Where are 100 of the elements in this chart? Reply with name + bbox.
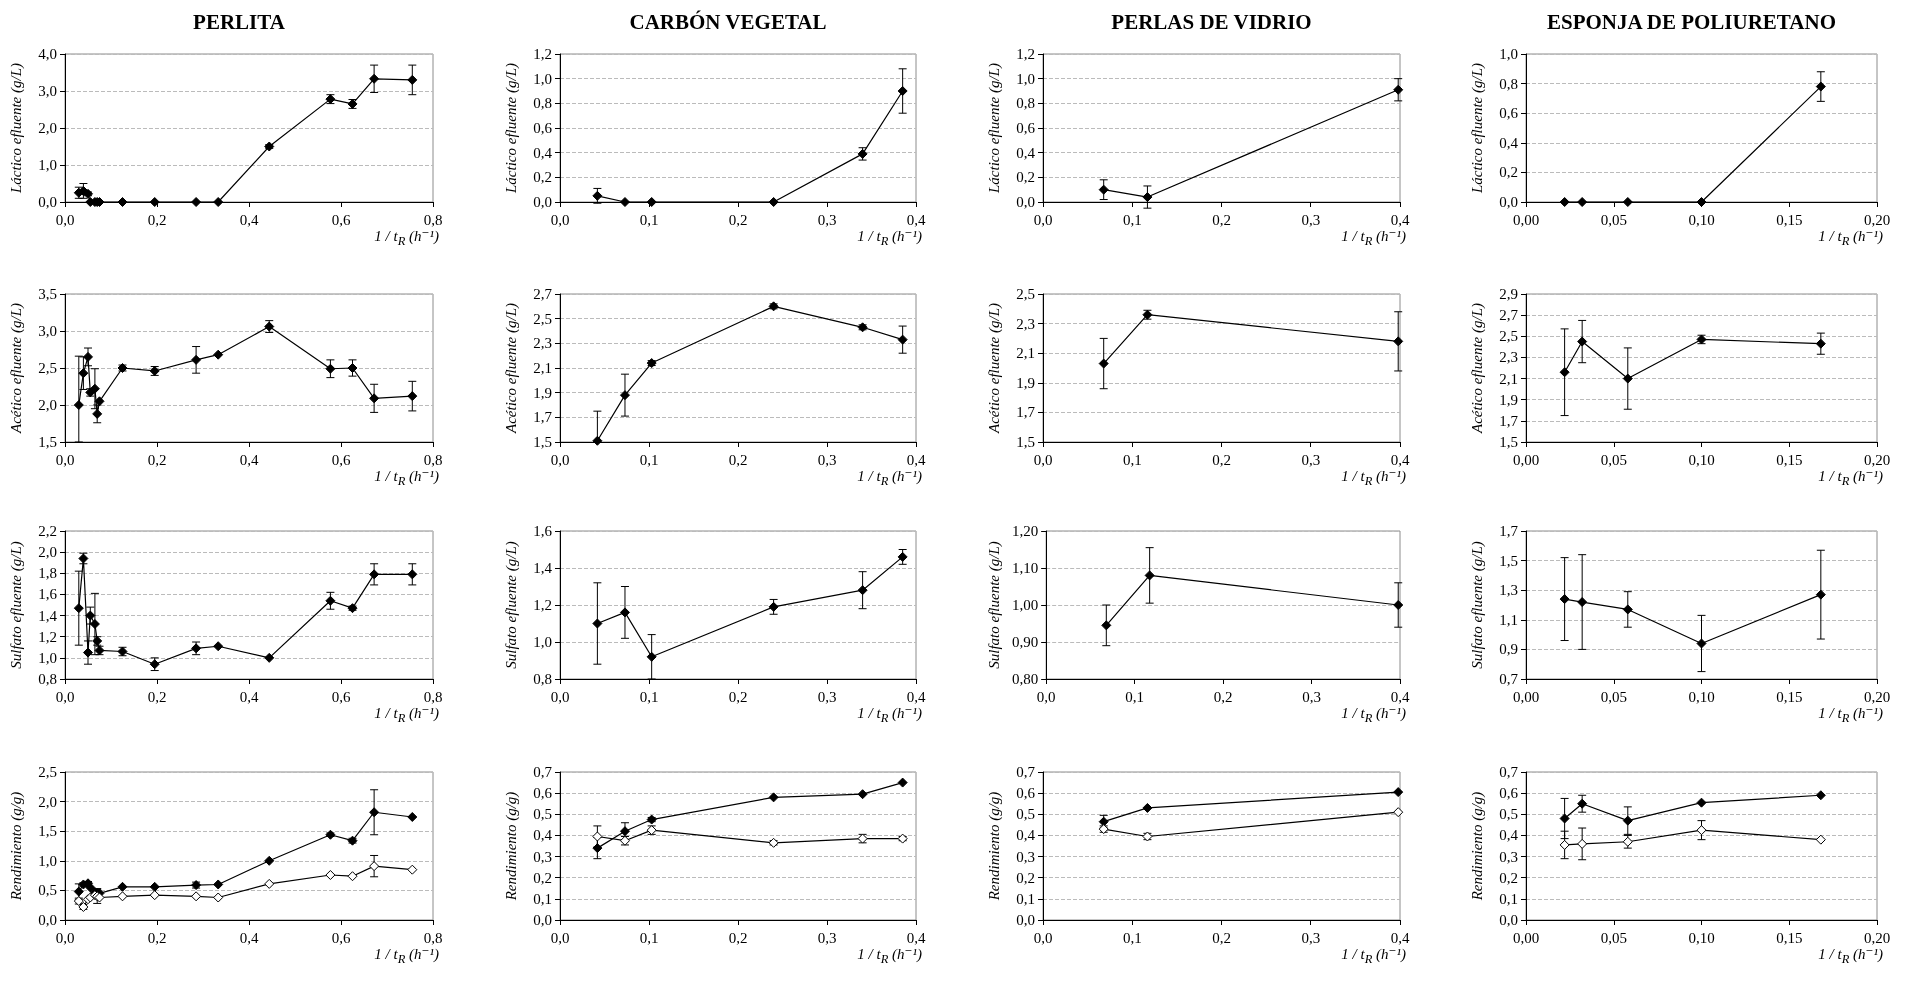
x-tick-label: 0,0 xyxy=(550,688,570,705)
y-tick-label: 0,0 xyxy=(38,194,57,210)
y-tick-label: 1,0 xyxy=(533,70,552,87)
y-tick-label: 2,5 xyxy=(1499,328,1518,345)
y-tick-label: 0,0 xyxy=(38,912,57,928)
y-axis-title: Sulfato efluente (g/L) xyxy=(502,541,520,669)
x-tick-label: 0,4 xyxy=(906,688,926,705)
x-tick-label: 0,0 xyxy=(55,929,75,946)
y-tick-label: 2,1 xyxy=(1499,370,1518,387)
x-tick-label: 0,0 xyxy=(55,211,75,228)
x-tick-label: 0,2 xyxy=(1213,688,1233,705)
x-tick-label: 0,8 xyxy=(423,211,443,228)
y-tick-label: 0,0 xyxy=(1499,912,1518,928)
y-tick-label: 2,2 xyxy=(38,523,57,539)
y-tick-label: 2,0 xyxy=(38,793,57,810)
x-tick-label: 0,4 xyxy=(1390,688,1410,705)
x-tick-label: 0,1 xyxy=(639,451,659,468)
y-tick-label: 1,7 xyxy=(533,409,553,426)
x-tick-label: 0,2 xyxy=(147,451,167,468)
x-tick-label: 0,1 xyxy=(639,929,659,946)
x-tick-label: 0,15 xyxy=(1776,451,1803,468)
y-tick-label: 2,3 xyxy=(1016,315,1035,332)
y-tick-label: 0,0 xyxy=(1499,194,1518,210)
y-tick-label: 0,4 xyxy=(533,144,553,161)
y-tick-label: 0,3 xyxy=(1016,848,1035,865)
x-tick-label: 0,3 xyxy=(1301,929,1321,946)
y-tick-label: 1,8 xyxy=(38,565,57,582)
x-tick-label: 0,3 xyxy=(1302,688,1321,705)
y-tick-label: 1,7 xyxy=(1499,523,1519,539)
x-tick-label: 0,4 xyxy=(906,211,926,228)
y-tick-label: 1,0 xyxy=(38,649,57,666)
y-tick-label: 0,5 xyxy=(533,806,552,823)
y-tick-label: 1,9 xyxy=(1499,391,1518,408)
y-axis-title: Sulfato efluente (g/L) xyxy=(985,541,1003,669)
y-tick-label: 0,2 xyxy=(1499,869,1518,886)
x-tick-label: 0,10 xyxy=(1688,451,1715,468)
chart-title: ESPONJA DE POLIURETANO xyxy=(1547,9,1836,34)
x-tick-label: 0,10 xyxy=(1688,688,1715,705)
y-tick-label: 1,5 xyxy=(1499,434,1518,450)
y-tick-label: 2,0 xyxy=(38,120,57,136)
y-tick-label: 2,9 xyxy=(1499,286,1518,302)
x-tick-label: 0,00 xyxy=(1512,929,1540,946)
y-tick-label: 3,5 xyxy=(38,286,57,302)
y-tick-label: 0,2 xyxy=(1016,869,1035,886)
y-tick-label: 1,0 xyxy=(533,634,552,650)
y-axis-title: Rendimiento (g/g) xyxy=(7,791,25,902)
x-axis-title: 1 / t$_{R}$ (h⁻¹) xyxy=(374,946,439,968)
x-tick-label: 0,8 xyxy=(423,688,443,705)
chart-title: PERLAS DE VIDRIO xyxy=(1111,9,1312,34)
x-tick-label: 0,20 xyxy=(1863,688,1891,705)
y-tick-label: 1,2 xyxy=(38,628,57,645)
x-tick-label: 0,05 xyxy=(1600,211,1627,228)
x-tick-label: 0,1 xyxy=(1122,451,1142,468)
y-tick-label: 0,7 xyxy=(1499,764,1519,780)
x-tick-label: 0,4 xyxy=(1390,451,1410,468)
x-tick-label: 0,10 xyxy=(1688,929,1715,946)
y-tick-label: 0,7 xyxy=(1499,671,1519,687)
y-tick-label: 0,4 xyxy=(1016,144,1036,161)
y-tick-label: 0,4 xyxy=(1499,134,1519,151)
y-axis-title: Acético efluente (g/L) xyxy=(7,303,25,434)
y-axis-title: Acético efluente (g/L) xyxy=(502,303,520,434)
x-tick-label: 0,2 xyxy=(728,929,748,946)
y-tick-label: 0,6 xyxy=(1499,785,1519,802)
y-tick-label: 0,6 xyxy=(533,785,553,802)
y-tick-label: 1,0 xyxy=(38,852,57,869)
x-axis-title: 1 / t$_{R}$ (h⁻¹) xyxy=(1341,705,1406,727)
x-axis-title: 1 / t$_{R}$ (h⁻¹) xyxy=(1818,946,1883,968)
y-axis-title: Sulfato efluente (g/L) xyxy=(7,541,25,669)
y-tick-label: 1,1 xyxy=(1499,611,1518,628)
y-tick-label: 2,7 xyxy=(533,286,553,302)
y-tick-label: 0,2 xyxy=(1016,169,1035,186)
chart-title: CARBÓN VEGETAL xyxy=(629,9,827,34)
x-tick-label: 0,2 xyxy=(1212,211,1231,228)
y-axis-title: Acético efluente (g/L) xyxy=(985,303,1003,434)
y-tick-label: 1,0 xyxy=(1499,46,1518,62)
y-tick-label: 0,5 xyxy=(1016,806,1035,823)
x-tick-label: 0,2 xyxy=(1212,929,1231,946)
y-tick-label: 0,4 xyxy=(533,827,553,844)
y-tick-label: 1,00 xyxy=(1011,597,1039,613)
y-tick-label: 1,0 xyxy=(1016,70,1035,87)
y-axis-title: Láctico efluente (g/L) xyxy=(1468,63,1486,194)
y-tick-label: 0,4 xyxy=(1016,827,1036,844)
y-tick-label: 2,5 xyxy=(38,764,57,780)
x-tick-label: 0,0 xyxy=(1036,688,1056,705)
x-axis-title: 1 / t$_{R}$ (h⁻¹) xyxy=(374,468,439,490)
x-tick-label: 0,0 xyxy=(550,211,570,228)
x-tick-label: 0,4 xyxy=(239,688,259,705)
x-tick-label: 0,0 xyxy=(550,451,570,468)
y-tick-label: 0,8 xyxy=(1016,95,1035,112)
y-tick-label: 1,9 xyxy=(1016,374,1035,391)
y-tick-label: 0,3 xyxy=(1499,848,1518,865)
x-tick-label: 0,1 xyxy=(1122,929,1142,946)
y-axis-title: Láctico efluente (g/L) xyxy=(7,63,25,194)
x-tick-label: 0,3 xyxy=(817,688,837,705)
y-tick-label: 0,0 xyxy=(1016,912,1035,928)
y-tick-label: 1,2 xyxy=(1016,46,1035,62)
x-tick-label: 0,4 xyxy=(239,929,259,946)
x-tick-label: 0,4 xyxy=(1390,211,1410,228)
x-tick-label: 0,15 xyxy=(1776,929,1803,946)
x-tick-label: 0,8 xyxy=(423,929,443,946)
